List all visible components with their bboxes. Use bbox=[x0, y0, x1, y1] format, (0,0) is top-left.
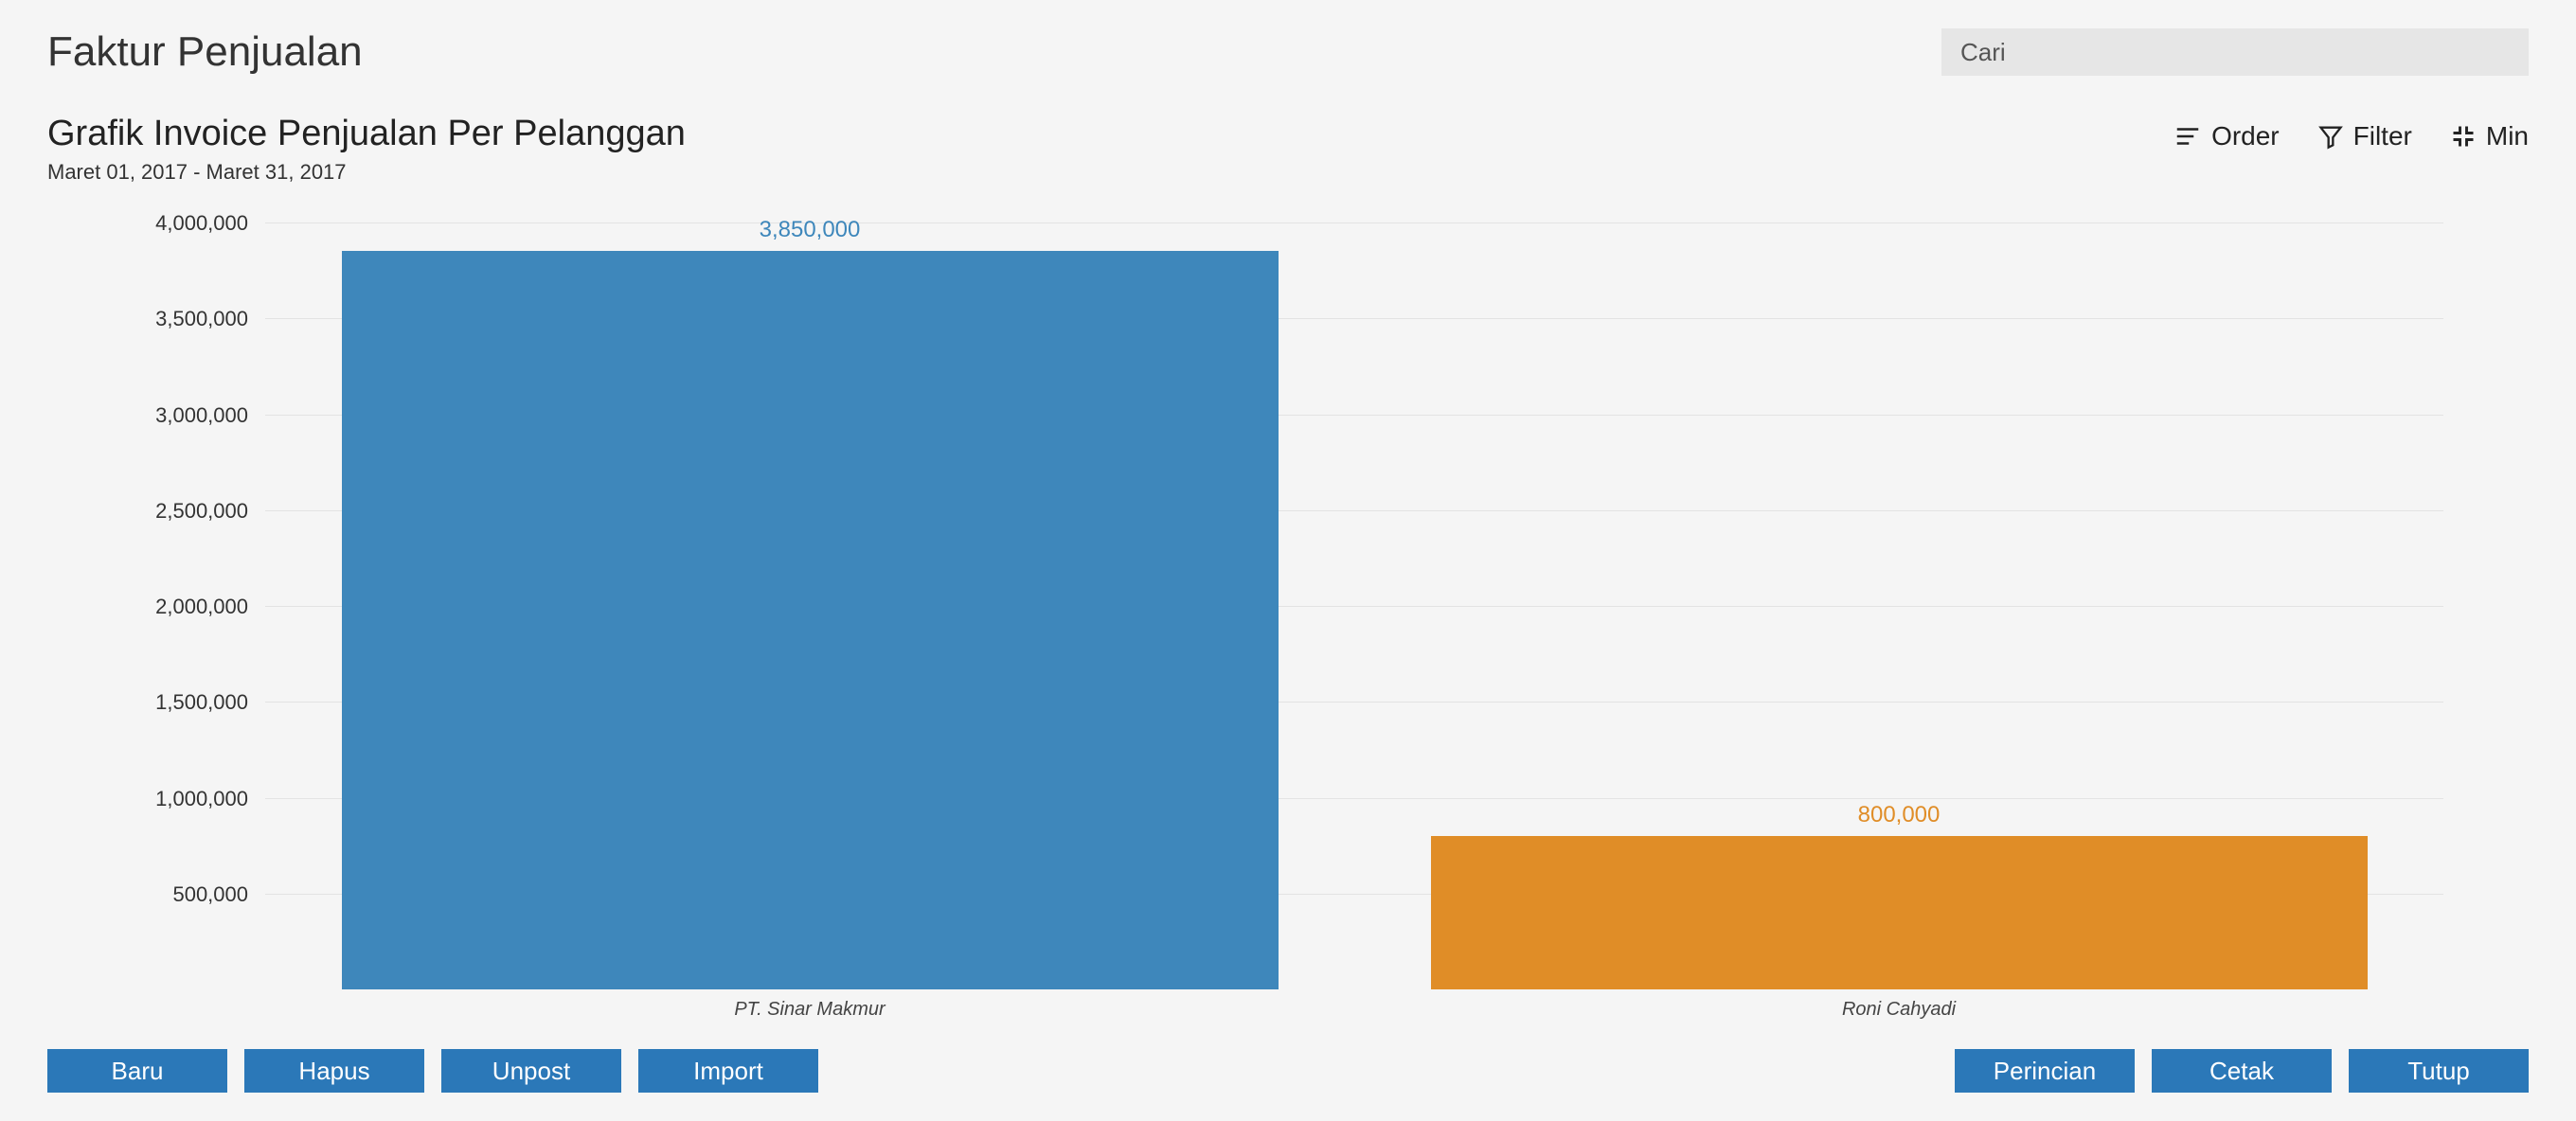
tutup-button[interactable]: Tutup bbox=[2349, 1049, 2529, 1093]
unpost-button[interactable]: Unpost bbox=[441, 1049, 621, 1093]
filter-label: Filter bbox=[2353, 121, 2412, 151]
chart-title: Grafik Invoice Penjualan Per Pelanggan bbox=[47, 114, 686, 154]
y-tick-label: 3,000,000 bbox=[155, 403, 265, 428]
x-tick-label: PT. Sinar Makmur bbox=[734, 999, 885, 1021]
order-icon bbox=[2174, 122, 2202, 151]
order-label: Order bbox=[2211, 121, 2280, 151]
perincian-button[interactable]: Perincian bbox=[1955, 1049, 2135, 1093]
baru-button[interactable]: Baru bbox=[47, 1049, 227, 1093]
y-tick-label: 2,000,000 bbox=[155, 595, 265, 619]
minimize-icon bbox=[2450, 123, 2477, 150]
bar-value-label: 800,000 bbox=[1858, 802, 1941, 828]
import-button[interactable]: Import bbox=[638, 1049, 818, 1093]
hapus-button[interactable]: Hapus bbox=[244, 1049, 424, 1093]
y-tick-label: 4,000,000 bbox=[155, 211, 265, 236]
y-tick-label: 500,000 bbox=[172, 882, 265, 907]
min-button[interactable]: Min bbox=[2450, 121, 2529, 151]
invoice-chart: 500,000 1,000,000 1,500,000 2,000,000 2,500,… bbox=[95, 222, 2481, 1056]
chart-bar[interactable] bbox=[1431, 836, 2368, 989]
filter-button[interactable]: Filter bbox=[2317, 121, 2412, 151]
cetak-button[interactable]: Cetak bbox=[2152, 1049, 2332, 1093]
bar-value-label: 3,850,000 bbox=[760, 217, 861, 243]
bar-slot: 3,850,000PT. Sinar Makmur bbox=[265, 222, 1354, 989]
y-tick-label: 1,000,000 bbox=[155, 787, 265, 811]
chart-bar[interactable] bbox=[342, 251, 1279, 989]
filter-icon bbox=[2317, 123, 2344, 150]
x-tick-label: Roni Cahyadi bbox=[1842, 999, 1956, 1021]
y-tick-label: 2,500,000 bbox=[155, 499, 265, 524]
min-label: Min bbox=[2486, 121, 2529, 151]
y-tick-label: 1,500,000 bbox=[155, 690, 265, 715]
y-tick-label: 3,500,000 bbox=[155, 307, 265, 331]
page-title: Faktur Penjualan bbox=[47, 28, 363, 76]
bar-slot: 800,000Roni Cahyadi bbox=[1354, 222, 2443, 989]
date-range: Maret 01, 2017 - Maret 31, 2017 bbox=[47, 160, 686, 185]
order-button[interactable]: Order bbox=[2174, 121, 2280, 151]
search-input[interactable] bbox=[1941, 28, 2529, 76]
